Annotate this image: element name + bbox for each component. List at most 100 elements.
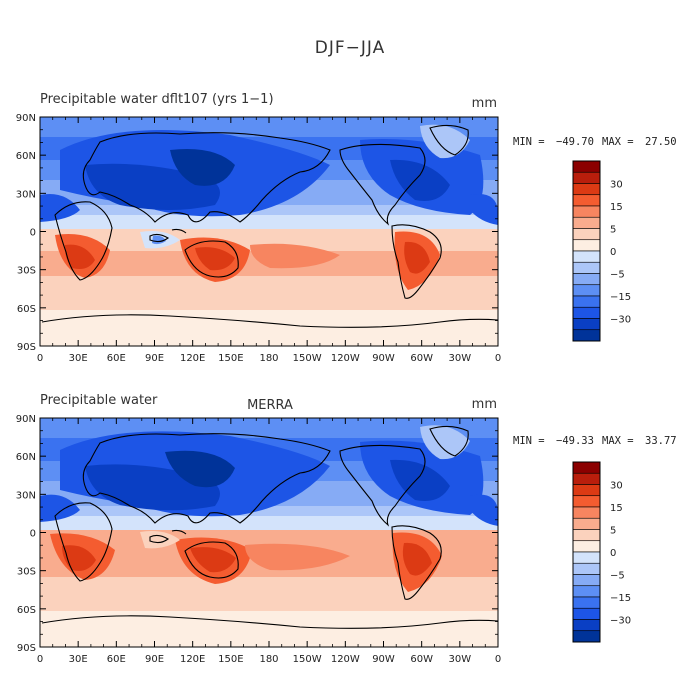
figure-title: DJF−JJA xyxy=(314,38,386,58)
colorbar-swatch xyxy=(572,495,601,508)
colorbar-swatch xyxy=(572,228,601,241)
colorbar-swatch xyxy=(572,472,601,485)
y-tick-label: 90S xyxy=(17,643,36,654)
x-tick-label: 30E xyxy=(69,353,88,364)
x-tick-label: 60W xyxy=(410,353,433,364)
y-tick-label: 90N xyxy=(16,113,36,124)
colorbar-swatch xyxy=(572,619,601,632)
colorbar-tick-label: 5 xyxy=(610,225,616,236)
axis-ticks: 0 30E 60E 90E 120E 150E 180 150W 120W 90W 60W 30W 09… xyxy=(16,113,501,364)
colorbar-tick-label: 15 xyxy=(610,202,623,213)
colorbar-swatch xyxy=(572,306,601,319)
colorbar-swatch xyxy=(572,194,601,207)
min-value: −49.33 xyxy=(556,435,594,447)
x-tick-label: 30W xyxy=(449,353,472,364)
colorbar-swatch xyxy=(572,183,601,196)
y-tick-label: 60N xyxy=(16,151,36,162)
colorbar-swatch xyxy=(572,261,601,274)
colorbar-swatch xyxy=(572,205,601,218)
x-tick-label: 0 xyxy=(495,353,501,364)
x-tick-label: 0 xyxy=(37,654,43,665)
colorbar-tick-label: 30 xyxy=(610,481,623,492)
y-tick-label: 60S xyxy=(17,605,36,616)
y-tick-label: 30S xyxy=(17,266,36,277)
colorbar-swatch xyxy=(572,517,601,530)
y-tick-label: 0 xyxy=(30,529,36,540)
x-tick-label: 90E xyxy=(145,353,164,364)
x-tick-label: 30W xyxy=(449,654,472,665)
colorbar-swatch xyxy=(572,630,601,643)
y-tick-label: 30N xyxy=(16,490,36,501)
panel-model: Precipitable water dflt107 (yrs 1−1) mm xyxy=(16,92,677,364)
max-label: MAX = xyxy=(602,136,634,148)
colorbar-tick-label: 15 xyxy=(610,503,623,514)
x-tick-label: 150W xyxy=(293,654,322,665)
y-tick-label: 90N xyxy=(16,414,36,425)
colorbar-tick-label: −5 xyxy=(610,571,625,582)
x-tick-label: 180 xyxy=(259,654,278,665)
colorbar-swatch xyxy=(572,484,601,497)
min-label: MIN = xyxy=(513,435,545,447)
min-value: −49.70 xyxy=(556,136,594,148)
colorbar-swatch xyxy=(572,461,601,474)
colorbar-tick-label: 30 xyxy=(610,180,623,191)
colorbar-tick-label: −30 xyxy=(610,315,631,326)
x-tick-label: 60E xyxy=(107,654,126,665)
colorbar-tick-label: −15 xyxy=(610,292,631,303)
colorbar-tick-label: −30 xyxy=(610,616,631,627)
colorbar-swatch xyxy=(572,171,601,184)
colorbar-swatch xyxy=(572,540,601,553)
colorbar-swatch xyxy=(572,216,601,229)
colorbar-tick-label: 5 xyxy=(610,526,616,537)
y-tick-label: 90S xyxy=(17,342,36,353)
colorbar-tick-label: 0 xyxy=(610,548,616,559)
panel-title: Precipitable water xyxy=(40,393,158,408)
x-tick-label: 0 xyxy=(495,654,501,665)
colorbar-swatch xyxy=(572,585,601,598)
x-tick-label: 90W xyxy=(372,654,395,665)
colorbar-swatch xyxy=(572,574,601,587)
precipitable-water-field xyxy=(40,117,498,346)
x-tick-label: 120E xyxy=(180,654,205,665)
units-label: mm xyxy=(472,96,497,111)
x-tick-label: 60E xyxy=(107,353,126,364)
colorbar-frame xyxy=(572,461,601,643)
x-tick-label: 120W xyxy=(331,654,360,665)
panel-merra: Precipitable water MERRA mm xyxy=(16,393,677,665)
y-tick-label: 30S xyxy=(17,567,36,578)
max-value: 27.50 xyxy=(645,136,677,148)
coastlines xyxy=(41,425,498,629)
colorbar-swatch xyxy=(572,160,601,173)
colorbar-tick-label: 0 xyxy=(610,247,616,258)
colorbar-swatch xyxy=(572,596,601,609)
colorbar-swatch xyxy=(572,529,601,542)
axis-ticks: 0 30E 60E 90E 120E 150E 180 150W 120W 90W 60W 30W 09… xyxy=(16,414,501,665)
coastlines xyxy=(41,124,498,328)
x-tick-label: 0 xyxy=(37,353,43,364)
units-label: mm xyxy=(472,397,497,412)
max-label: MAX = xyxy=(602,435,634,447)
colorbar-tick-label: −15 xyxy=(610,593,631,604)
y-tick-label: 30N xyxy=(16,189,36,200)
panel-title: Precipitable water dflt107 (yrs 1−1) xyxy=(40,92,274,107)
colorbar-swatch xyxy=(572,506,601,519)
colorbar-swatch xyxy=(572,551,601,564)
colorbar-tick-label: −5 xyxy=(610,270,625,281)
colorbar-swatch xyxy=(572,318,601,331)
y-tick-label: 60N xyxy=(16,452,36,463)
colorbar-swatch xyxy=(572,329,601,342)
colorbar: 30 15 5 0 −5 −15 −30 xyxy=(572,461,631,643)
colorbar-swatch xyxy=(572,250,601,263)
x-tick-label: 150E xyxy=(218,654,243,665)
x-tick-label: 120W xyxy=(331,353,360,364)
colorbar-frame xyxy=(572,160,601,342)
panel-dataset-title: MERRA xyxy=(247,398,293,413)
x-tick-label: 90W xyxy=(372,353,395,364)
x-tick-label: 180 xyxy=(259,353,278,364)
x-tick-label: 120E xyxy=(180,353,205,364)
colorbar-swatch xyxy=(572,295,601,308)
x-tick-label: 60W xyxy=(410,654,433,665)
y-tick-label: 60S xyxy=(17,304,36,315)
max-value: 33.77 xyxy=(645,435,677,447)
